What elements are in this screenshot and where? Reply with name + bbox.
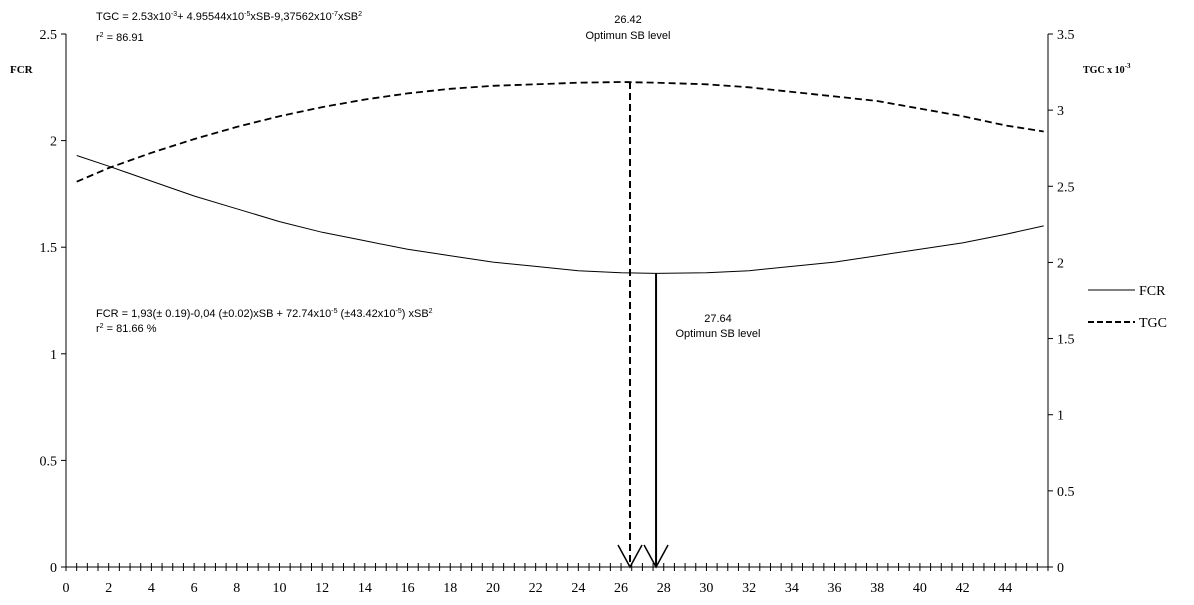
left-tick-label: 0.5 (40, 454, 58, 469)
right-tick-label: 0.5 (1057, 485, 1075, 500)
tgc-r2: r2 = 86.91 (96, 32, 144, 44)
x-tick-label: 10 (272, 581, 286, 596)
x-tick-label: 18 (443, 581, 457, 596)
x-tick-label: 24 (571, 581, 585, 596)
x-tick-label: 28 (657, 581, 671, 596)
legend-fcr-label: FCR (1139, 284, 1166, 299)
fcr-optimum-label: Optimun SB level (676, 328, 761, 340)
legend: FCR TGC (1088, 284, 1167, 331)
left-tick-label: 1.5 (40, 241, 58, 256)
optimum-markers (617, 81, 669, 569)
tgc-optimum-value: 26.42 (614, 14, 642, 26)
axes (65, 34, 1049, 568)
right-tick-label: 0 (1057, 561, 1064, 576)
x-tick-label: 30 (699, 581, 713, 596)
x-tick-label: 36 (828, 581, 842, 596)
tgc-series-line (76, 81, 1044, 183)
x-tick-label: 4 (148, 581, 155, 596)
right-tick-label: 2 (1057, 256, 1064, 271)
right-tick-label: 2.5 (1057, 180, 1075, 195)
x-tick-label: 42 (956, 581, 970, 596)
right-tick-label: 3 (1057, 104, 1064, 119)
x-tick-label: 12 (315, 581, 329, 596)
x-tick-label: 14 (358, 581, 372, 596)
x-tick-label: 26 (614, 581, 628, 596)
x-tick-label: 44 (998, 581, 1012, 596)
right-tick-label: 1.5 (1057, 333, 1075, 348)
fcr-optimum-value: 27.64 (704, 313, 732, 325)
tgc-optimum-label: Optimun SB level (586, 30, 671, 42)
right-tick-label: 1 (1057, 409, 1064, 424)
x-tick-label: 22 (529, 581, 543, 596)
right-tick-label: 3.5 (1057, 28, 1075, 43)
fcr-equation: FCR = 1,93(± 0.19)-0,04 (±0.02)xSB + 72.… (96, 308, 433, 320)
x-tick-label: 2 (105, 581, 112, 596)
x-tick-label: 16 (401, 581, 415, 596)
fcr-optimum-arrowhead (643, 544, 669, 569)
x-tick-label: 40 (913, 581, 927, 596)
right-axis-title: TGC x 10-3 (1083, 62, 1131, 76)
tgc-equation: TGC = 2.53x10-3+ 4.95544x10-5xSB-9,37562… (96, 11, 362, 23)
left-axis-title: FCR (10, 64, 34, 76)
x-tick-label: 0 (63, 581, 70, 596)
x-tick-label: 32 (742, 581, 756, 596)
tgc-optimum-arrowhead (617, 544, 643, 569)
x-tick-label: 34 (785, 581, 799, 596)
fcr-series-line (76, 155, 1044, 274)
x-tick-label: 38 (870, 581, 884, 596)
left-tick-label: 2 (50, 135, 57, 150)
x-tick-label: 6 (191, 581, 198, 596)
x-tick-label: 8 (233, 581, 240, 596)
left-tick-label: 1 (50, 348, 57, 363)
left-tick-label: 0 (50, 561, 57, 576)
x-tick-label: 20 (486, 581, 500, 596)
series-group (76, 81, 1044, 274)
tick-group: 00.511.522.500.511.522.533.50 2 4 6 8 10 12 14 1… (40, 28, 1075, 596)
left-tick-label: 2.5 (40, 28, 58, 43)
legend-tgc-label: TGC (1139, 316, 1167, 331)
fcr-r2: r2 = 81.66 % (96, 323, 157, 335)
